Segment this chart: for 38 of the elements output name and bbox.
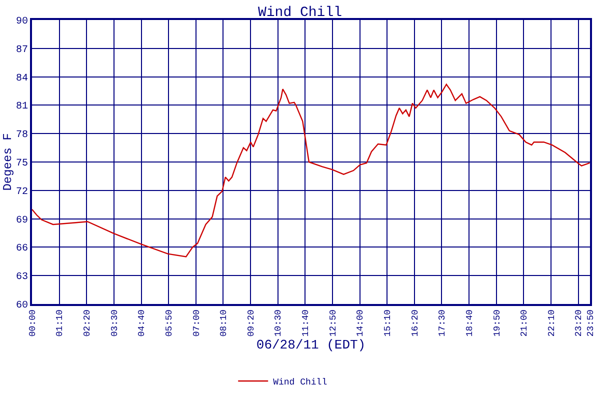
y-tick-label: 84 [16, 73, 28, 84]
y-tick-label: 75 [16, 158, 28, 170]
x-tick-label: 18:40 [464, 310, 475, 337]
x-tick-label: 09:20 [246, 310, 256, 337]
x-axis-title: 06/28/11 (EDT) [256, 338, 366, 353]
x-tick-label: 15:10 [383, 310, 394, 337]
y-tick-label: 78 [16, 130, 28, 142]
x-tick-label: 21:00 [520, 310, 530, 337]
chart-title: Wind Chill [258, 4, 342, 21]
x-tick-label: 05:50 [164, 310, 174, 337]
x-tick-label: 08:10 [219, 310, 230, 337]
y-tick-label: 60 [16, 300, 28, 312]
y-tick-label: 90 [16, 16, 28, 28]
line-series [32, 84, 590, 258]
x-tick-label: 04:40 [137, 310, 148, 337]
x-tick-label: 16:20 [410, 310, 420, 337]
x-tick-label: 02:20 [82, 310, 93, 337]
y-tick-label: 87 [16, 44, 28, 56]
y-tick-label: 81 [16, 102, 28, 113]
x-tick-label: 22:10 [546, 310, 557, 337]
x-tick-label: 07:00 [192, 310, 202, 337]
x-tick-label: 23:20 [574, 310, 584, 337]
x-tick-label: 14:00 [356, 310, 366, 337]
y-axis-title: Degees F [0, 133, 15, 191]
x-tick-label: 03:30 [110, 310, 120, 337]
y-tick-label: 69 [16, 215, 28, 226]
legend-label: Wind Chill [273, 377, 328, 388]
x-tick-label: 00:00 [28, 310, 38, 337]
x-tick-label: 12:50 [328, 310, 338, 337]
y-tick-label: 66 [16, 244, 28, 255]
x-tick-label: 01:10 [55, 310, 66, 337]
x-tick-label: 23:50 [586, 310, 596, 337]
x-tick-label: 11:40 [301, 310, 312, 337]
y-tick-label: 63 [16, 272, 28, 284]
x-tick-label: 10:30 [274, 310, 284, 337]
x-tick-label: 19:50 [492, 310, 502, 337]
x-tick-label: 17:30 [438, 310, 448, 337]
y-tick-label: 72 [16, 186, 28, 198]
